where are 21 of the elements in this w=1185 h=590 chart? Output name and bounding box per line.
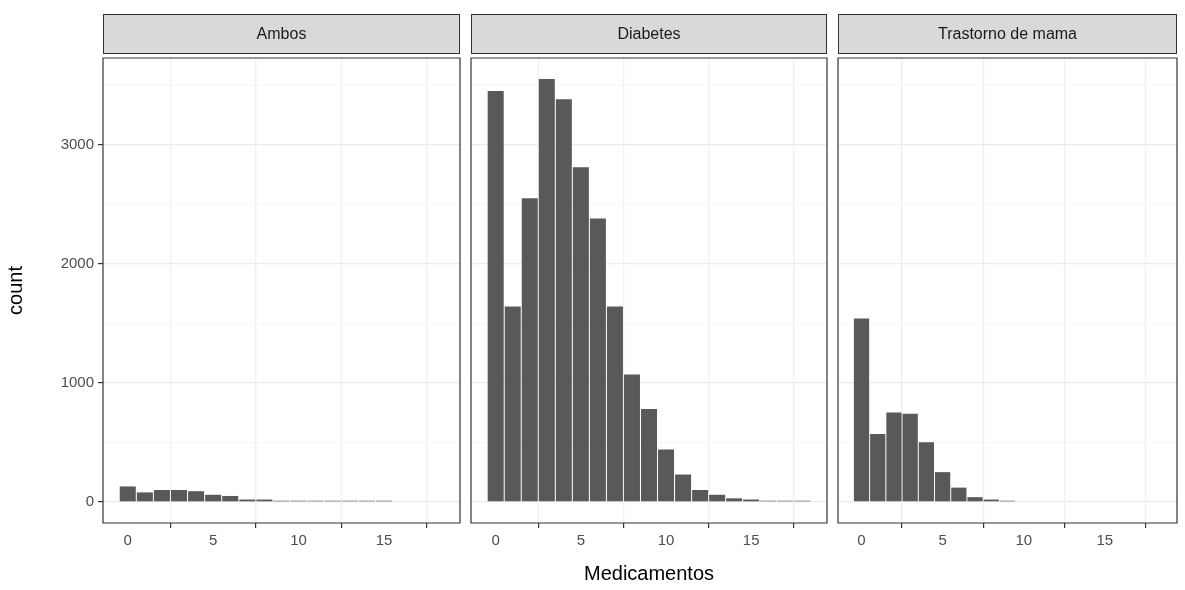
- y-tick-label: 0: [85, 492, 94, 510]
- y-tick-label: 2000: [60, 253, 94, 271]
- x-tick-label: 15: [375, 531, 393, 549]
- chart-title: Trastorno de mama: [838, 14, 1177, 54]
- y-tick-label: 3000: [60, 134, 94, 152]
- x-tick-label: 0: [857, 531, 866, 549]
- x-tick-label: 0: [123, 531, 132, 549]
- y-tick-label: 1000: [60, 372, 94, 390]
- y-axis-title: count: [3, 265, 26, 315]
- x-tick-label: 10: [1015, 531, 1033, 549]
- x-tick-label: 10: [290, 531, 307, 549]
- x-tick-label: 5: [576, 531, 586, 549]
- x-tick-label: 10: [657, 531, 675, 549]
- chart-title: Diabetes: [471, 14, 827, 54]
- x-tick-label: 15: [1096, 531, 1114, 549]
- chart-title: Ambos: [103, 14, 460, 54]
- x-tick-label: 5: [938, 531, 947, 549]
- x-tick-label: 5: [209, 531, 218, 549]
- x-axis-title: Medicamentos: [583, 561, 715, 584]
- x-tick-label: 15: [742, 531, 760, 549]
- x-tick-label: 0: [491, 531, 500, 549]
